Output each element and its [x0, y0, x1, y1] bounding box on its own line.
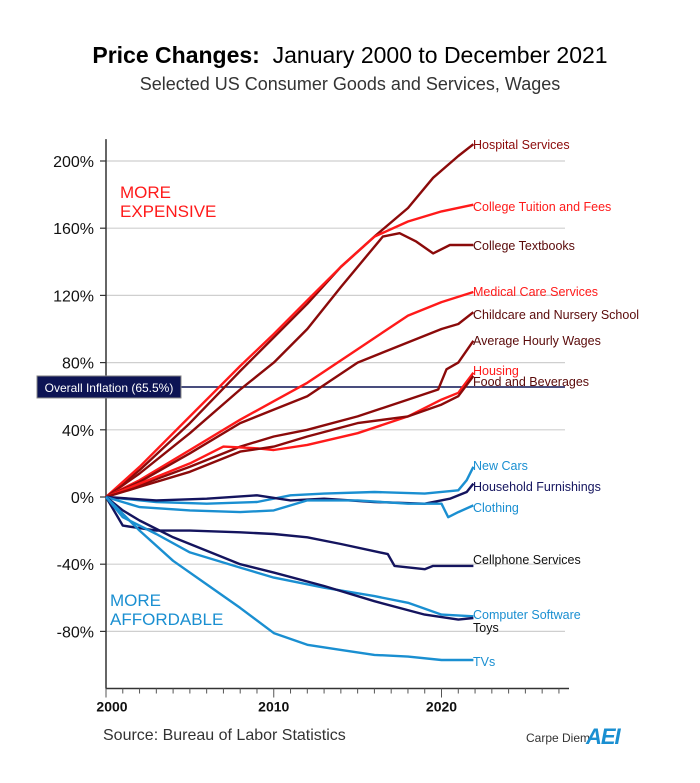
series-line-childcare-and-nursery-school: [105, 311, 475, 499]
series-label: Household Furnishings: [473, 480, 601, 494]
more-expensive-label: EXPENSIVE: [120, 202, 216, 221]
aei-logo: AEI: [586, 724, 621, 749]
series-line-hospital-services: [105, 143, 475, 498]
series-label: Average Hourly Wages: [473, 334, 601, 348]
source-note: Source: Bureau of Labor Statistics: [103, 727, 346, 744]
series-label: College Tuition and Fees: [473, 200, 611, 214]
series-line-average-hourly-wages: [105, 340, 475, 499]
series-line-computer-software: [105, 496, 474, 618]
more-affordable-label: AFFORDABLE: [110, 610, 223, 629]
series-line-housing: [105, 371, 475, 499]
series-line-toys: [105, 496, 474, 621]
series-line-tvs: [105, 496, 474, 662]
x-tick-label: 2010: [258, 699, 289, 715]
brand-text: Carpe Diem: [526, 731, 591, 745]
series-label: TVs: [473, 655, 495, 669]
series-label: New Cars: [473, 459, 528, 473]
series-line-clothing: [105, 495, 474, 519]
y-tick-label: 200%: [53, 154, 94, 171]
series-label: College Textbooks: [473, 239, 575, 253]
series-label: Clothing: [473, 501, 519, 515]
series-label: Food and Beverages: [473, 375, 589, 389]
series-label: Computer Software: [473, 608, 581, 622]
chart-subtitle: Selected US Consumer Goods and Services,…: [139, 74, 561, 94]
more-expensive-label: MORE: [120, 183, 171, 202]
series-line-new-cars: [105, 466, 475, 505]
y-tick-label: 80%: [62, 356, 94, 373]
series-label: Cellphone Services: [473, 553, 581, 567]
series-line-food-and-beverages: [105, 375, 475, 499]
more-affordable-label: MORE: [110, 591, 161, 610]
series-line-household-furnishings: [105, 482, 475, 505]
chart-title: Price Changes: January 2000 to December …: [0, 42, 700, 69]
series-line-medical-care-services: [105, 290, 474, 499]
title-rest: January 2000 to December 2021: [259, 42, 608, 68]
x-tick-label: 2020: [426, 699, 457, 715]
series-line-college-tuition-and-fees: [105, 203, 474, 498]
y-tick-label: 120%: [53, 288, 94, 305]
y-tick-label: 160%: [53, 221, 94, 238]
inflation-label: Overall Inflation (65.5%): [45, 381, 174, 395]
series-label: Childcare and Nursery School: [473, 308, 639, 322]
y-tick-label: -80%: [57, 624, 94, 641]
series-label: Medical Care Services: [473, 285, 598, 299]
title-bold: Price Changes:: [92, 42, 260, 68]
series-line-college-textbooks: [105, 232, 474, 498]
y-tick-label: -40%: [57, 557, 94, 574]
series-label: Toys: [473, 621, 499, 635]
series-label: Housing: [473, 364, 519, 378]
x-tick-label: 2000: [96, 699, 127, 715]
series-line-cellphone-services: [104, 496, 474, 571]
y-tick-label: 0%: [71, 490, 94, 507]
series-label: Hospital Services: [473, 138, 570, 152]
inflation-label-box: [36, 375, 182, 399]
y-tick-label: 40%: [62, 423, 94, 440]
